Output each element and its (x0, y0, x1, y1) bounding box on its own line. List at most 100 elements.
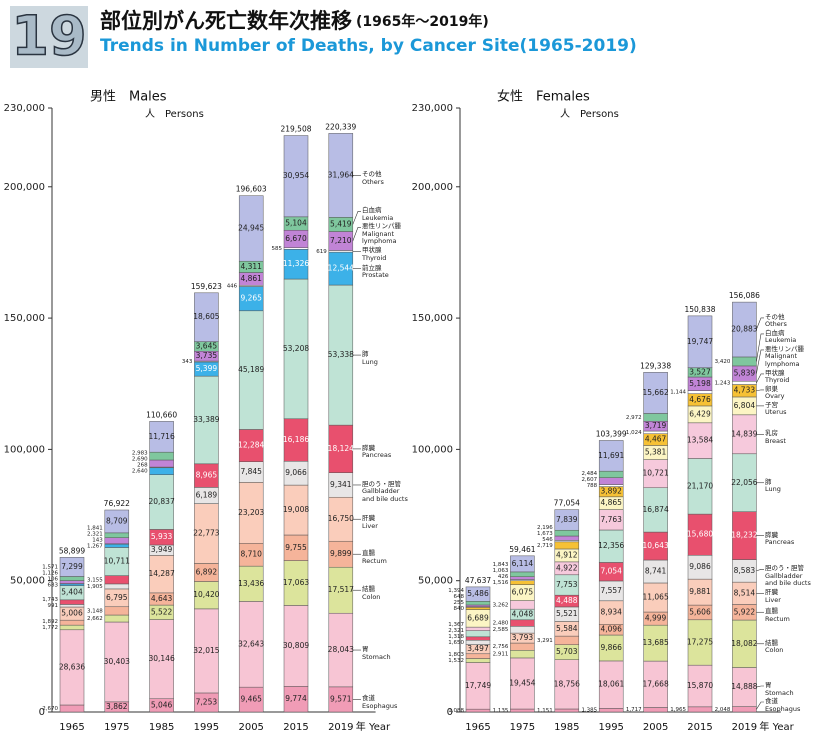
bar-segment (598, 477, 624, 485)
value-label: 20,837 (148, 497, 174, 506)
legend-name-en: Rectum (765, 614, 790, 623)
value-label: 6,189 (196, 490, 218, 499)
value-label: 10,711 (104, 557, 130, 566)
bar-segment (510, 576, 535, 580)
value-label: 13,584 (687, 436, 713, 445)
value-label: 3,949 (151, 545, 173, 554)
value-label: 10,643 (642, 541, 668, 550)
legend-name-en: Liver (362, 521, 378, 530)
y-tick-label: 0 (447, 707, 453, 718)
value-label: 6,670 (285, 234, 307, 243)
bar-segment (732, 414, 757, 455)
legend-entry: 卵巣 Ovary (765, 385, 815, 401)
legend-entry: その他 Others (765, 313, 815, 329)
bar-segment (104, 532, 130, 538)
value-label: 5,933 (151, 532, 173, 541)
value-label: 31,964 (328, 170, 354, 179)
bar-segment (238, 565, 264, 602)
value-label: 1,843 (493, 562, 509, 568)
legend-entry: 悪性リンパ腫 Malignant lymphoma (362, 223, 412, 246)
bar-segment (732, 453, 757, 512)
bar-segment (554, 635, 580, 645)
legend-name-en: Lung (362, 357, 378, 366)
value-label: 7,299 (61, 562, 83, 571)
bar-segment (104, 543, 130, 548)
legend-leader (756, 317, 764, 330)
x-tick-label: 2005 (643, 722, 668, 733)
value-label: 18,756 (554, 679, 580, 688)
value-label: 143 (92, 537, 103, 543)
value-label: 4,488 (556, 596, 578, 605)
bar-segment (510, 600, 535, 610)
value-label: 2,484 (581, 471, 597, 477)
legend-name-ja: 白血病 (765, 328, 785, 337)
value-label: 9,465 (240, 695, 262, 704)
bar-segment (732, 301, 757, 358)
legend-entry: 胆のう・胆管 Gallbladder and bile ducts (765, 565, 815, 588)
value-label: 2,756 (493, 644, 509, 650)
value-label: 4,467 (645, 435, 667, 444)
bar-segment (465, 607, 491, 610)
legend-name-ja: 結腸 (765, 638, 778, 647)
bar-segment (510, 708, 535, 713)
value-label: 3,291 (537, 638, 553, 644)
total-label: 150,838 (684, 305, 715, 314)
value-label: 1,243 (715, 380, 731, 386)
bar-segment (59, 624, 85, 631)
legend-name-ja: 胃 (362, 645, 369, 654)
value-label: 683 (48, 582, 59, 588)
value-label: 3,892 (600, 487, 622, 496)
value-label: 22,056 (731, 478, 757, 487)
bar-segment (598, 634, 624, 662)
legend-leader (756, 349, 764, 374)
total-label: 77,054 (554, 499, 580, 508)
value-label: 14,888 (731, 682, 757, 691)
legend-name-en: Pancreas (362, 451, 392, 460)
value-label: 6,429 (689, 409, 711, 418)
bar-segment (283, 249, 309, 280)
panel-title: 女性 Females (497, 89, 590, 105)
title-en: Trends in Number of Deaths, by Cancer Si… (100, 36, 637, 56)
bar-segment (510, 580, 535, 585)
value-label: 840 (454, 606, 465, 612)
bar-segment (149, 619, 174, 699)
bar-segment (465, 604, 491, 607)
value-label: 255 (454, 600, 465, 606)
legend-name-en: Others (765, 320, 787, 329)
bar-segment (328, 133, 354, 218)
legend-name-ja: 前立腺 (362, 263, 382, 272)
bar-segment (598, 484, 624, 487)
legend-entry: 悪性リンパ腫 Malignant lymphoma (765, 345, 815, 369)
legend-name-en: Esophagus (765, 704, 801, 713)
legend-entry: 胆のう・胆管 Gallbladder and bile ducts (362, 480, 412, 504)
value-label: 426 (498, 574, 509, 580)
bar-segment (687, 315, 713, 368)
value-label: 2,607 (581, 477, 597, 483)
total-label: 47,637 (465, 576, 491, 585)
value-label: 12,284 (238, 441, 264, 450)
bar-segment (687, 664, 713, 708)
value-label: 1,135 (493, 708, 509, 714)
total-label: 129,338 (640, 361, 671, 370)
value-label: 33,389 (193, 415, 219, 424)
value-label: 8,709 (106, 516, 128, 525)
bar-segment (328, 496, 354, 542)
value-label: 2,321 (87, 531, 103, 537)
legend-name-en: Ovary (765, 392, 785, 401)
value-label: 2,585 (493, 627, 509, 633)
value-label: 3,497 (467, 644, 489, 653)
bar-segment (465, 658, 491, 663)
value-label: 619 (316, 249, 327, 255)
bar-segment (59, 599, 85, 605)
value-label: 5,404 (61, 588, 83, 597)
value-label: 1,144 (670, 390, 686, 396)
bar-segment (598, 529, 624, 563)
legend-name-ja: 胆のう・胆管 (765, 564, 804, 573)
legend-entry: 食道 Esophagus (765, 697, 815, 713)
bar-segment (643, 413, 668, 422)
value-label: 9,086 (689, 562, 711, 571)
value-label: 5,381 (645, 448, 667, 457)
bar-segment (687, 390, 713, 394)
x-tick-label: 1985 (149, 722, 174, 733)
